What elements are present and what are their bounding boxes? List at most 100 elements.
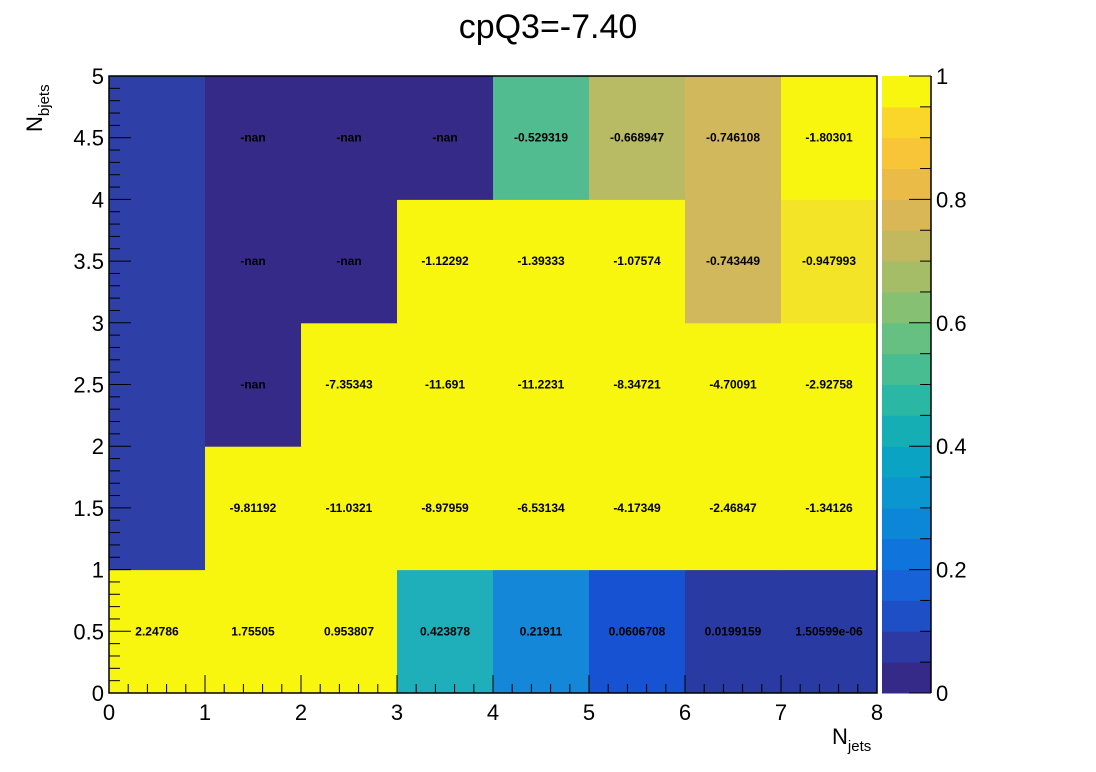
cell-value-label: -nan [240, 378, 265, 392]
cell-value-label: -0.668947 [610, 131, 664, 145]
y-tick-label: 0 [92, 681, 104, 706]
x-tick-label: 0 [103, 700, 115, 725]
heatmap-cell [205, 569, 302, 694]
cell-value-label: 0.21911 [520, 624, 563, 638]
heatmap-cell [589, 76, 686, 200]
heatmap-cell [493, 446, 590, 571]
cell-value-label: 1.50599e-06 [795, 624, 863, 638]
colorbar-swatch [882, 137, 931, 170]
y-tick-label: 3.5 [73, 249, 104, 274]
heatmap-cell [589, 446, 686, 571]
colorbar-swatch [882, 600, 931, 632]
cell-value-label: 2.24786 [135, 624, 179, 638]
cell-value-label: -nan [240, 131, 265, 145]
heatmap-cell [493, 322, 590, 447]
y-axis-title-main: N [22, 116, 47, 132]
cell-value-label: -1.34126 [805, 501, 853, 515]
heatmap-cell [589, 199, 686, 324]
heatmap-cell [781, 569, 878, 694]
y-tick-label: 0.5 [73, 619, 104, 644]
cell-value-label: -0.746108 [706, 131, 760, 145]
colorbar-swatch [882, 446, 931, 478]
x-axis-title-main: N [832, 724, 848, 749]
heatmap-cell [205, 76, 302, 200]
heatmap-cell [205, 199, 302, 324]
heatmap-cell [685, 322, 782, 447]
colorbar-tick-label: 0.2 [936, 558, 967, 583]
colorbar-swatch [882, 291, 931, 324]
heatmap-cell [781, 446, 878, 571]
x-tick-label: 8 [871, 700, 883, 725]
y-axis-title-subscript: bjets [36, 84, 53, 116]
y-tick-label: 3 [92, 311, 104, 336]
heatmap-cell [589, 569, 686, 694]
heatmap-cell [397, 199, 494, 324]
y-tick-label: 5 [92, 64, 104, 89]
colorbar-tick-label: 1 [936, 64, 948, 89]
heatmap-cell [493, 199, 590, 324]
cell-value-label: -0.529319 [514, 131, 568, 145]
colorbar-swatch [882, 322, 931, 355]
heatmap-cell [397, 76, 494, 200]
cell-value-label: -1.80301 [805, 131, 853, 145]
colorbar-swatch [882, 477, 931, 509]
heatmap-cell [205, 446, 302, 571]
heatmap-cell [301, 569, 398, 694]
cell-value-label: -8.97959 [421, 501, 469, 515]
colorbar-swatch [882, 415, 931, 447]
cell-value-label: -1.12292 [421, 254, 469, 268]
colorbar-swatch [882, 353, 931, 385]
heatmap-cell [685, 76, 782, 200]
colorbar-swatch [882, 662, 931, 694]
cell-value-label: -4.70091 [709, 378, 757, 392]
cell-value-label: -2.92758 [805, 378, 853, 392]
colorbar-swatch [882, 106, 931, 139]
cell-value-label: -11.0321 [326, 501, 373, 515]
cell-value-label: -nan [336, 131, 361, 145]
colorbar-tick-label: 0 [936, 681, 948, 706]
x-tick-label: 4 [487, 700, 499, 725]
colorbar-swatch [882, 199, 931, 231]
x-tick-label: 7 [775, 700, 787, 725]
colorbar-swatch [882, 631, 931, 663]
colorbar-swatch [882, 261, 931, 293]
colorbar-swatch [882, 569, 931, 601]
cell-value-label: -6.53134 [517, 501, 565, 515]
colorbar-swatch [882, 168, 931, 200]
cell-value-label: -11.2231 [518, 378, 565, 392]
heatmap-cell [301, 446, 398, 571]
y-tick-label: 1 [92, 558, 104, 583]
x-axis-title: Njets [832, 724, 871, 755]
x-tick-label: 2 [295, 700, 307, 725]
colorbar-swatch [882, 384, 931, 416]
heatmap-cell [301, 76, 398, 200]
colorbar-swatch [882, 230, 931, 262]
x-axis: 0 1 2 3 4 5 6 7 8 [103, 675, 883, 725]
heatmap-cell [781, 76, 878, 200]
heatmap-cell [781, 322, 878, 447]
colorbar: 0 0.2 0.4 0.6 0.8 1 [882, 64, 967, 706]
y-tick-label: 2 [92, 434, 104, 459]
heatmap-cells [109, 76, 878, 694]
cell-value-label: -nan [432, 131, 457, 145]
cell-value-label: -0.743449 [706, 254, 760, 268]
x-tick-label: 3 [391, 700, 403, 725]
cell-value-label: 0.423878 [420, 624, 470, 638]
heatmap-cell [205, 322, 302, 447]
cell-value-label: -2.46847 [709, 501, 757, 515]
heatmap-cell [685, 569, 782, 694]
cell-value-label: 1.75505 [231, 624, 275, 638]
heatmap-cell [301, 199, 398, 324]
cell-value-label: -0.947993 [802, 254, 856, 268]
y-axis-title: Nbjets [22, 84, 53, 132]
x-tick-label: 1 [199, 700, 211, 725]
cell-value-label: -8.34721 [613, 378, 661, 392]
cell-value-label: 0.0606708 [609, 624, 666, 638]
y-tick-label: 4.5 [73, 126, 104, 151]
heatmap-cell-labels: 2.24786 1.75505 0.953807 0.423878 0.21911 0.0… [135, 131, 863, 639]
heatmap-cell [493, 76, 590, 200]
heatmap-cell [685, 446, 782, 571]
x-tick-label: 5 [583, 700, 595, 725]
cell-value-label: -1.07574 [613, 254, 661, 268]
heatmap-cell [397, 569, 494, 694]
